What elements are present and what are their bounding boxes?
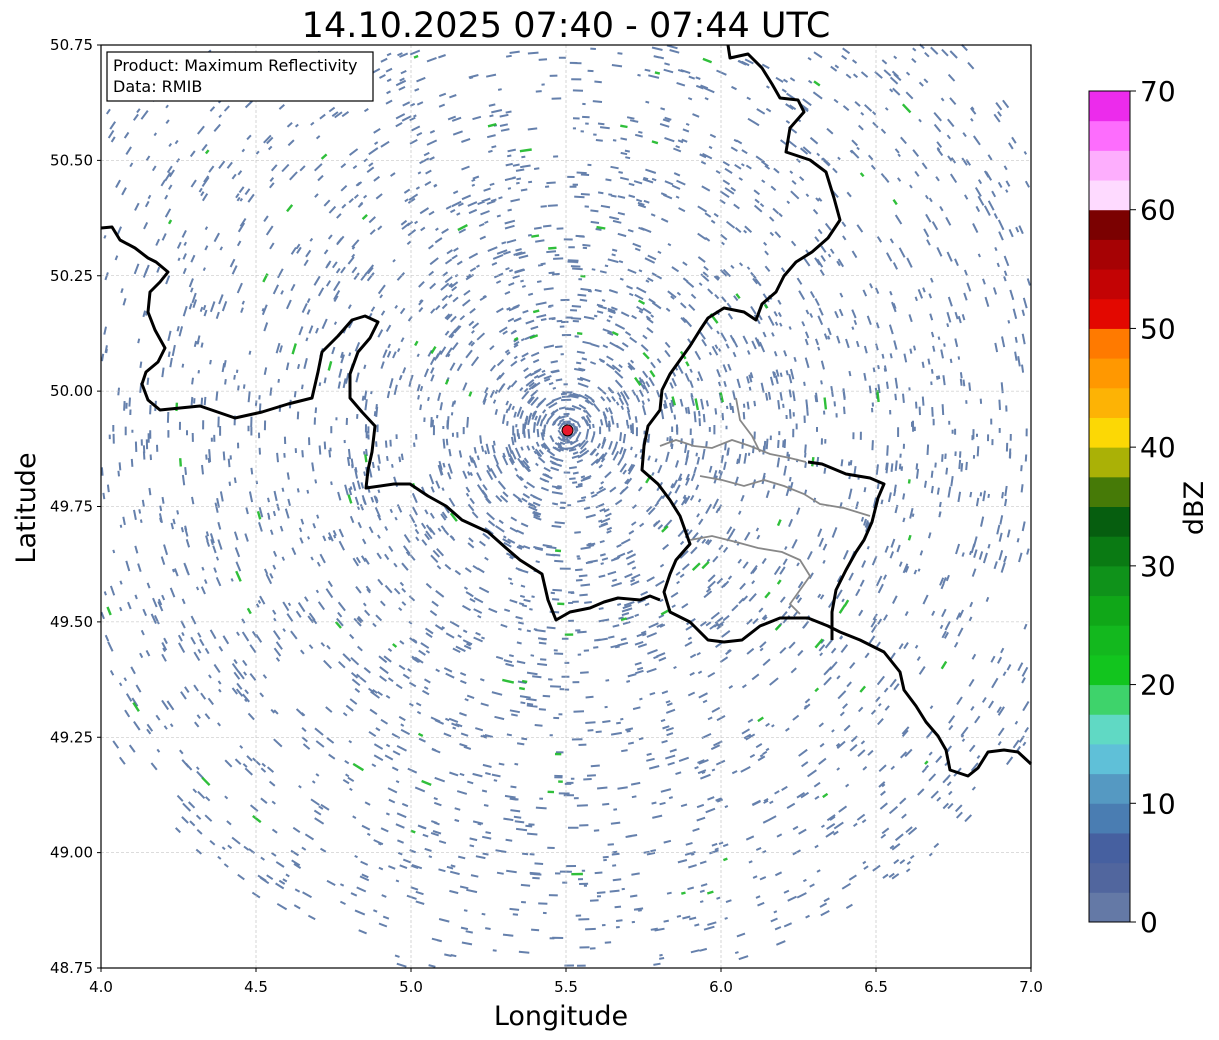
colorbar: 0 10 20 30 40 50 60 70 dBZ — [1088, 75, 1210, 939]
colorbar-band — [1089, 506, 1130, 537]
y-tick-label: 50.25 — [50, 267, 93, 285]
colorbar-band — [1089, 209, 1130, 240]
colorbar-band — [1089, 625, 1130, 656]
province-border-3 — [689, 535, 812, 615]
figure-title: 14.10.2025 07:40 - 07:44 UTC — [302, 6, 831, 46]
x-tick-labels: 4.0 4.5 5.0 5.5 6.0 6.5 7.0 — [89, 968, 1043, 996]
colorbar-tick-label: 70 — [1140, 75, 1176, 108]
colorbar-band — [1089, 892, 1130, 923]
y-tick-label: 50.50 — [50, 151, 93, 169]
colorbar-band — [1089, 120, 1130, 151]
colorbar-band — [1089, 595, 1130, 626]
y-tick-label: 49.50 — [50, 613, 93, 631]
colorbar-band — [1089, 565, 1130, 597]
colorbar-band — [1089, 773, 1130, 804]
colorbar-tick-label: 50 — [1140, 312, 1176, 345]
colorbar-band — [1089, 743, 1130, 775]
border-belgium-france-west — [100, 225, 661, 622]
colorbar-band — [1089, 298, 1130, 329]
colorbar-tick-label: 60 — [1140, 194, 1176, 227]
border-luxembourg — [807, 460, 886, 640]
province-borders — [659, 397, 871, 615]
colorbar-label: dBZ — [1179, 481, 1210, 535]
y-tick-label: 49.25 — [50, 728, 93, 746]
colorbar-tick-label: 40 — [1140, 431, 1176, 464]
province-border-2 — [699, 475, 871, 517]
colorbar-band — [1089, 269, 1130, 300]
y-tick-labels: 48.75 49.00 49.25 49.50 49.75 50.00 50.25 50.50… — [50, 36, 101, 977]
colorbar-band — [1089, 684, 1130, 715]
colorbar-band — [1089, 714, 1130, 745]
colorbar-band — [1089, 91, 1130, 122]
colorbar-band — [1089, 447, 1130, 478]
province-border-1 — [659, 439, 807, 463]
country-borders — [100, 44, 1033, 778]
info-product-text: Product: Maximum Reflectivity — [113, 56, 357, 75]
y-tick-label: 50.00 — [50, 382, 93, 400]
info-data-text: Data: RMIB — [113, 77, 202, 96]
y-tick-label: 48.75 — [50, 959, 93, 977]
x-tick-label: 4.0 — [89, 978, 113, 996]
colorbar-band — [1089, 180, 1130, 211]
colorbar-band — [1089, 150, 1130, 181]
x-tick-label: 7.0 — [1019, 978, 1043, 996]
y-tick-label: 50.75 — [50, 36, 93, 54]
info-box: Product: Maximum Reflectivity Data: RMIB — [106, 51, 374, 102]
colorbar-band — [1089, 803, 1130, 834]
x-tick-label: 4.5 — [244, 978, 268, 996]
y-tick-label: 49.00 — [50, 844, 93, 862]
colorbar-bands — [1089, 91, 1130, 923]
colorbar-band — [1089, 862, 1130, 893]
colorbar-band — [1089, 536, 1130, 567]
colorbar-tick-label: 30 — [1140, 550, 1176, 583]
echo-strong — [106, 54, 948, 895]
x-tick-label: 6.5 — [864, 978, 888, 996]
colorbar-frame — [1088, 90, 1131, 923]
x-axis-label: Longitude — [494, 1001, 628, 1032]
colorbar-tick-label: 10 — [1140, 787, 1176, 820]
colorbar-tick-label: 20 — [1140, 669, 1176, 702]
colorbar-band — [1089, 417, 1130, 448]
colorbar-band — [1089, 654, 1130, 686]
x-tick-label: 5.5 — [554, 978, 578, 996]
colorbar-band — [1089, 387, 1130, 418]
y-axis-label: Latitude — [11, 452, 42, 563]
x-tick-label: 5.0 — [399, 978, 423, 996]
colorbar-tick-label: 0 — [1140, 906, 1158, 939]
colorbar-band — [1089, 476, 1130, 507]
colorbar-tick-labels: 0 10 20 30 40 50 60 70 — [1130, 75, 1176, 939]
colorbar-band — [1089, 328, 1130, 359]
x-tick-label: 6.0 — [709, 978, 733, 996]
info-box-frame — [106, 51, 374, 102]
colorbar-band — [1089, 832, 1130, 864]
province-border-4 — [735, 397, 761, 453]
border-belgium-luxembourg-germany-east — [640, 44, 1033, 778]
colorbar-band — [1089, 358, 1130, 389]
colorbar-band — [1089, 239, 1130, 270]
map-plot-area — [100, 43, 1033, 969]
y-tick-label: 49.75 — [50, 498, 93, 516]
radar-site-marker — [561, 424, 574, 437]
